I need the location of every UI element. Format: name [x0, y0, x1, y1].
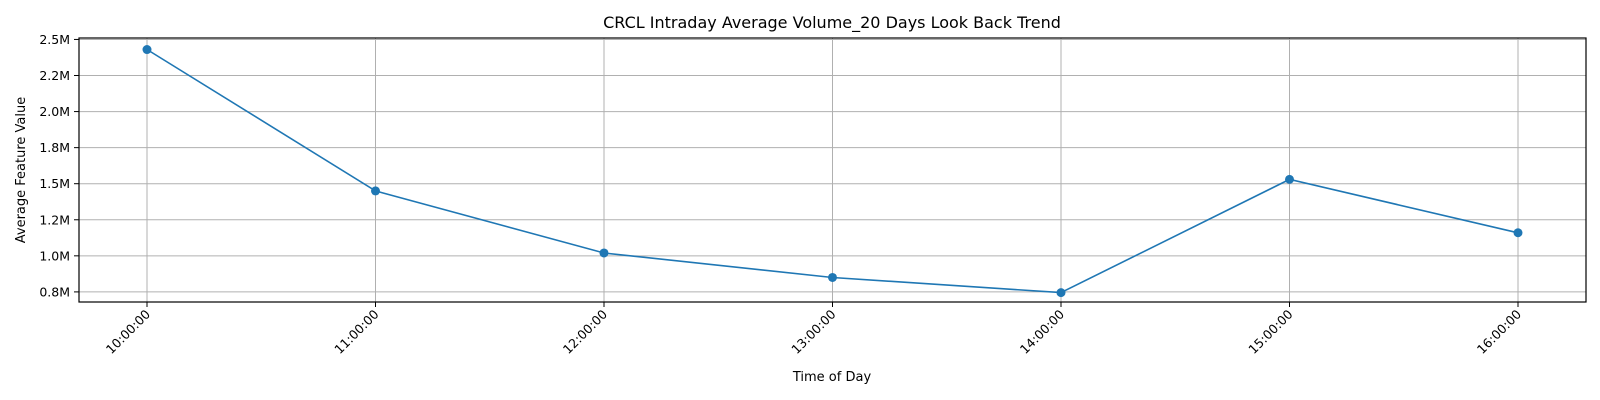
- x-tick-label: 10:00:00: [103, 306, 153, 356]
- y-axis: 0.8M 1.0M 1.2M 1.5M 1.8M 2.0M 2.2M 2.5M: [39, 32, 79, 299]
- x-tick-label: 14:00:00: [1017, 306, 1067, 356]
- y-tick-label: 2.5M: [39, 32, 70, 47]
- y-tick-label: 2.0M: [39, 104, 70, 119]
- data-point: [371, 186, 380, 196]
- chart-title: CRCL Intraday Average Volume_20 Days Loo…: [603, 13, 1061, 33]
- x-tick-label: 16:00:00: [1474, 306, 1524, 356]
- data-point: [828, 272, 837, 282]
- x-tick-label: 12:00:00: [560, 306, 610, 356]
- x-axis: 10:00:00 11:00:00 12:00:00 13:00:00 14:00:00…: [103, 302, 1524, 357]
- y-tick-label: 0.8M: [39, 284, 70, 299]
- x-tick-label: 15:00:00: [1245, 306, 1295, 356]
- data-point: [1285, 174, 1294, 184]
- data-point: [142, 45, 152, 55]
- data-point: [599, 248, 609, 258]
- series-layer: [142, 45, 1523, 298]
- data-point: [1513, 228, 1523, 238]
- x-tick-label: 13:00:00: [788, 306, 838, 356]
- y-tick-label: 1.8M: [39, 140, 70, 155]
- y-tick-label: 1.2M: [39, 212, 70, 227]
- grid: [79, 38, 1586, 302]
- y-tick-label: 1.5M: [39, 176, 70, 191]
- y-axis-label: Average Feature Value: [14, 97, 29, 243]
- y-tick-label: 2.2M: [39, 68, 70, 83]
- x-axis-label: Time of Day: [792, 370, 872, 385]
- y-tick-label: 1.0M: [39, 248, 70, 263]
- data-point: [1056, 288, 1066, 298]
- x-tick-label: 11:00:00: [331, 306, 381, 356]
